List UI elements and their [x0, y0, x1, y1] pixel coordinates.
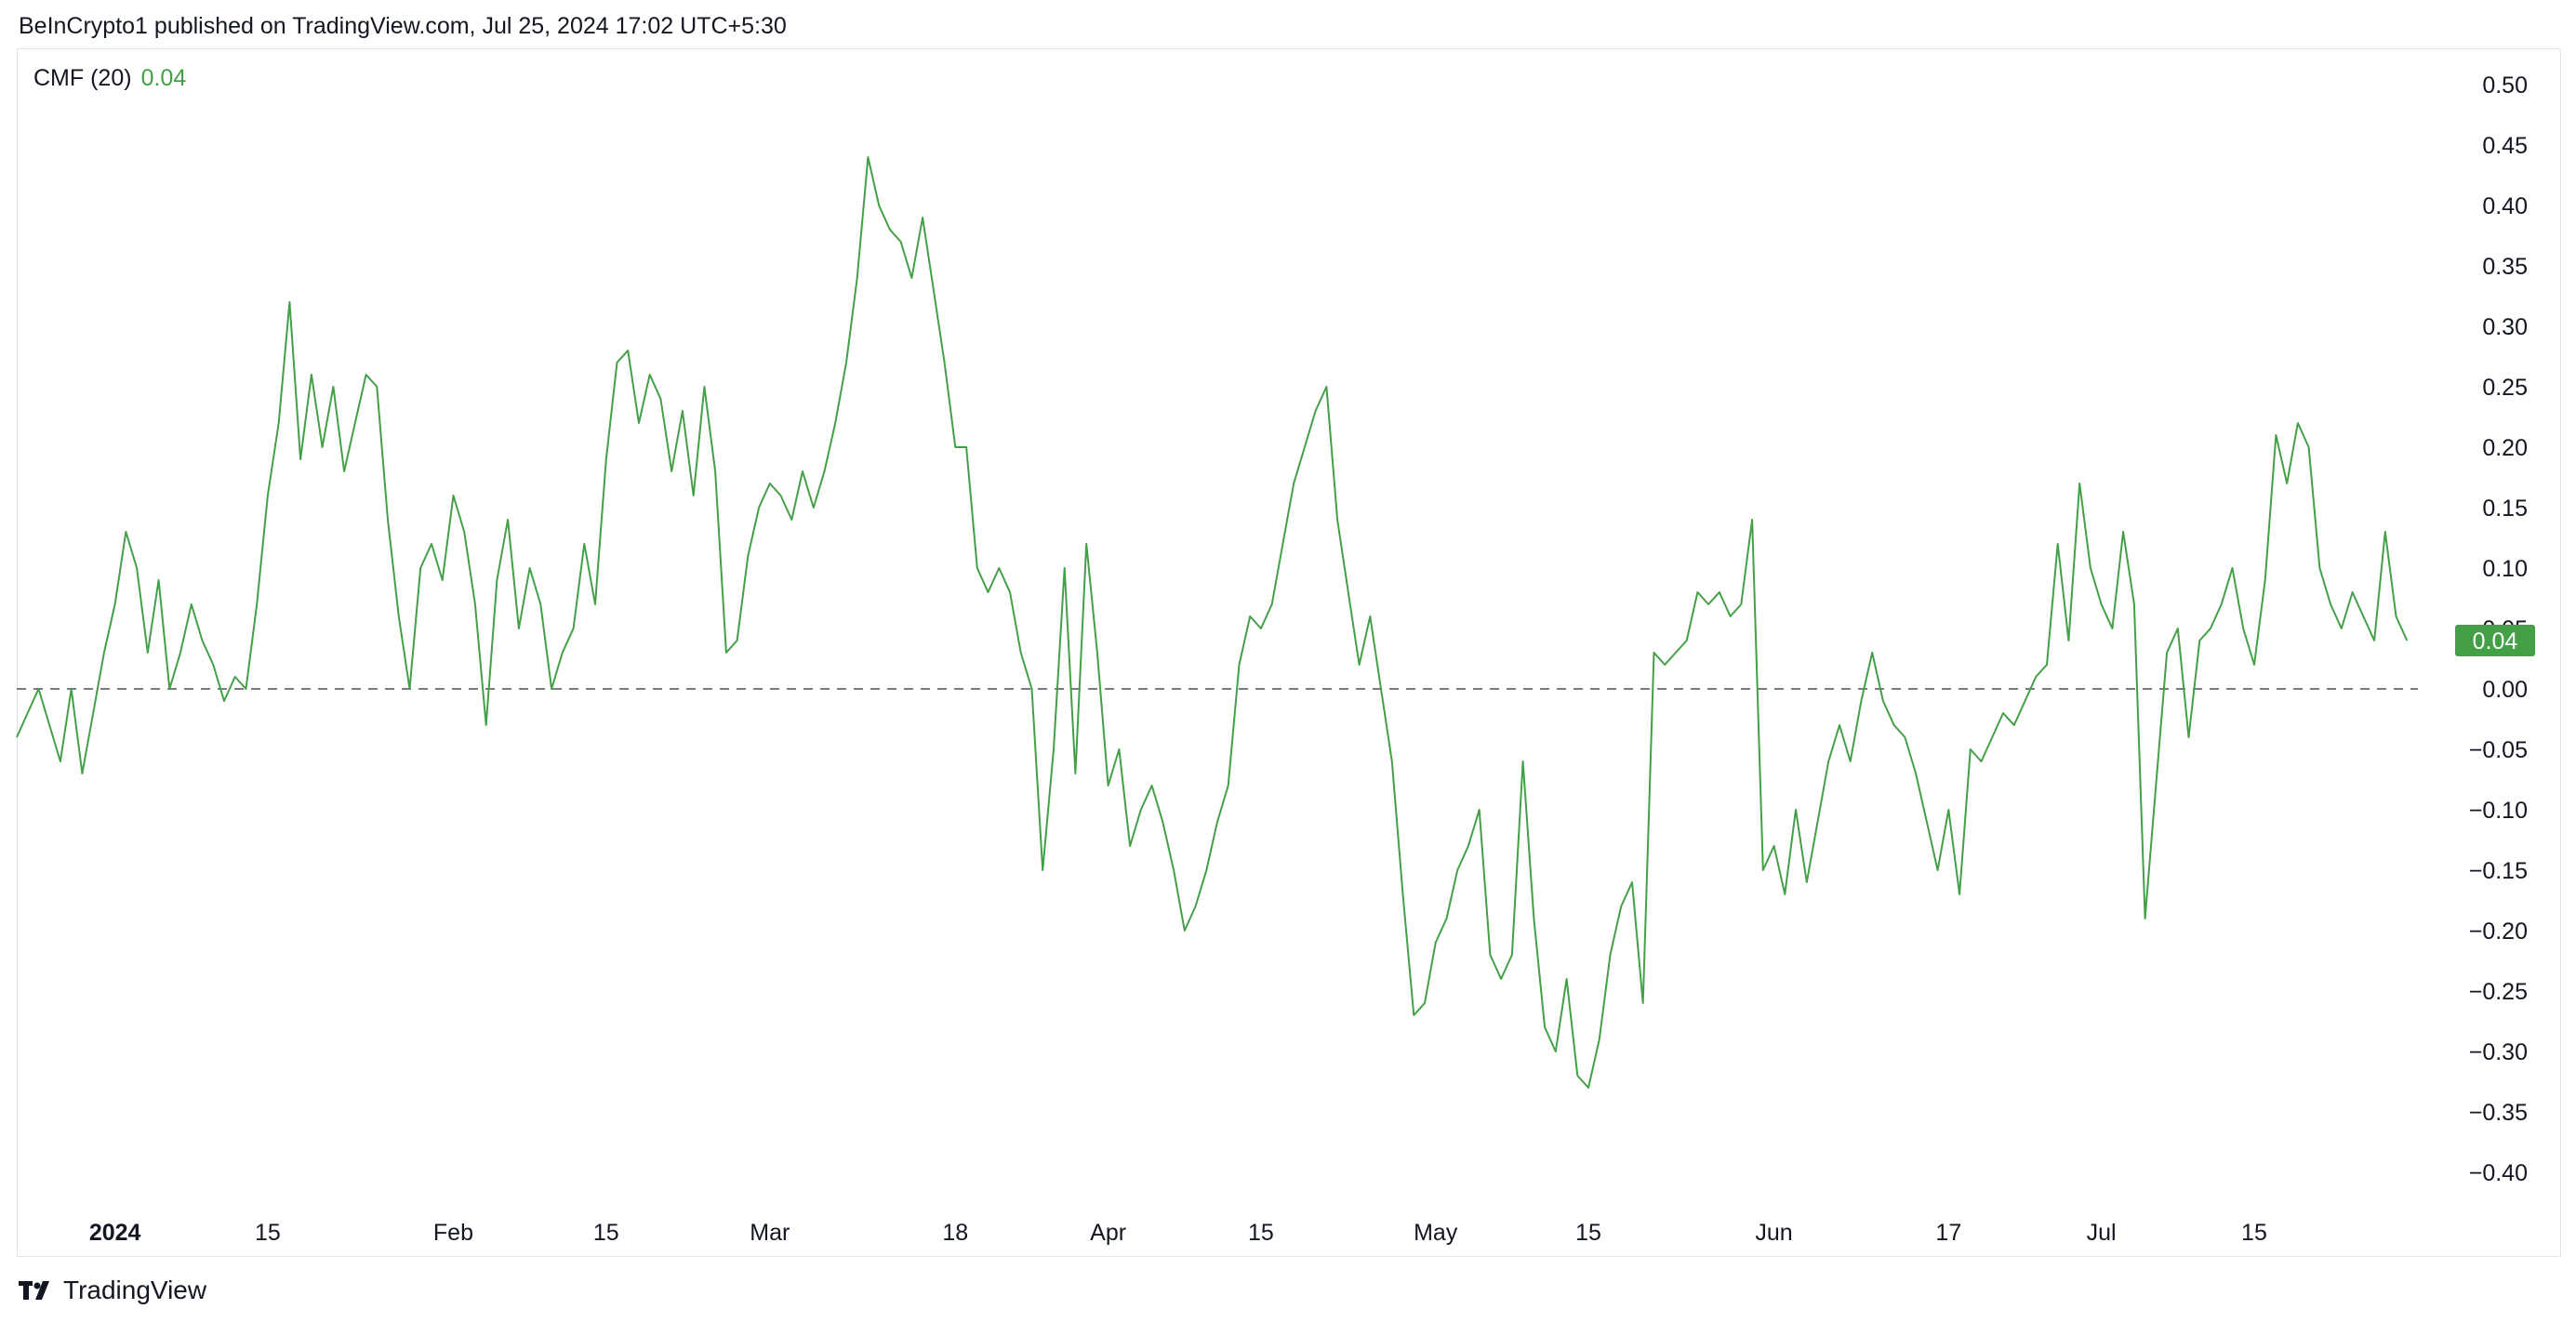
y-tick-label: −0.15 [2469, 858, 2528, 884]
y-tick-label: 0.25 [2482, 375, 2528, 401]
indicator-value: 0.04 [140, 65, 187, 91]
y-tick-label: 0.00 [2482, 677, 2528, 703]
y-tick-label: 0.20 [2482, 435, 2528, 461]
x-tick-label: 15 [1248, 1220, 1274, 1246]
publish-attribution: BeInCrypto1 published on TradingView.com… [19, 13, 787, 39]
tradingview-brand: TradingView [63, 1276, 207, 1304]
y-tick-label: 0.35 [2482, 254, 2528, 280]
x-tick-label: 15 [255, 1220, 281, 1246]
y-tick-label: 0.30 [2482, 314, 2528, 340]
x-tick-label: 18 [942, 1220, 968, 1246]
y-tick-label: −0.10 [2469, 798, 2528, 824]
series-line-0[interactable] [16, 156, 2409, 1089]
x-tick-label: 17 [1935, 1220, 1961, 1246]
x-tick-label: 2024 [89, 1220, 141, 1246]
y-tick-label: −0.30 [2469, 1039, 2528, 1065]
y-tick-label: 0.15 [2482, 496, 2528, 522]
y-tick-label: −0.20 [2469, 919, 2528, 945]
last-value-badge-layer: 0.04 [2455, 625, 2535, 656]
series-line-layer [16, 156, 2409, 1089]
y-tick-label: −0.35 [2469, 1100, 2528, 1126]
chart-panel[interactable] [17, 48, 2561, 1257]
y-tick-label: 0.50 [2482, 73, 2528, 99]
x-tick-label: Jul [2087, 1220, 2117, 1246]
indicator-name: CMF (20) [33, 65, 132, 91]
y-tick-label: 0.45 [2482, 133, 2528, 159]
tradingview-logo-icon [19, 1281, 49, 1300]
x-tick-label: Mar [750, 1220, 790, 1246]
x-tick-label: Jun [1755, 1220, 1792, 1246]
x-tick-label: 15 [2241, 1220, 2267, 1246]
last-value-badge-text: 0.04 [2473, 628, 2518, 654]
y-tick-label: −0.05 [2469, 737, 2528, 763]
last-value-badge [2455, 625, 2535, 656]
y-tick-label: 0.40 [2482, 193, 2528, 219]
x-tick-label: 15 [593, 1220, 619, 1246]
x-tick-label: Feb [433, 1220, 473, 1246]
y-axis: 0.500.450.400.350.300.250.200.150.100.05… [2469, 73, 2528, 1186]
y-tick-label: 0.10 [2482, 556, 2528, 582]
x-axis: 2024 15 Feb 15 Mar 18 Apr 15 May 15 Jun 17 Jul 15 [89, 1220, 2267, 1246]
y-tick-label: −0.25 [2469, 979, 2528, 1005]
x-tick-label: 15 [1575, 1220, 1601, 1246]
footer-branding: TradingView [19, 1276, 206, 1305]
x-tick-label: May [1414, 1220, 1458, 1246]
indicator-legend[interactable]: CMF (20) 0.04 [33, 65, 186, 92]
x-tick-label: Apr [1090, 1220, 1126, 1246]
y-tick-label: −0.40 [2469, 1160, 2528, 1186]
